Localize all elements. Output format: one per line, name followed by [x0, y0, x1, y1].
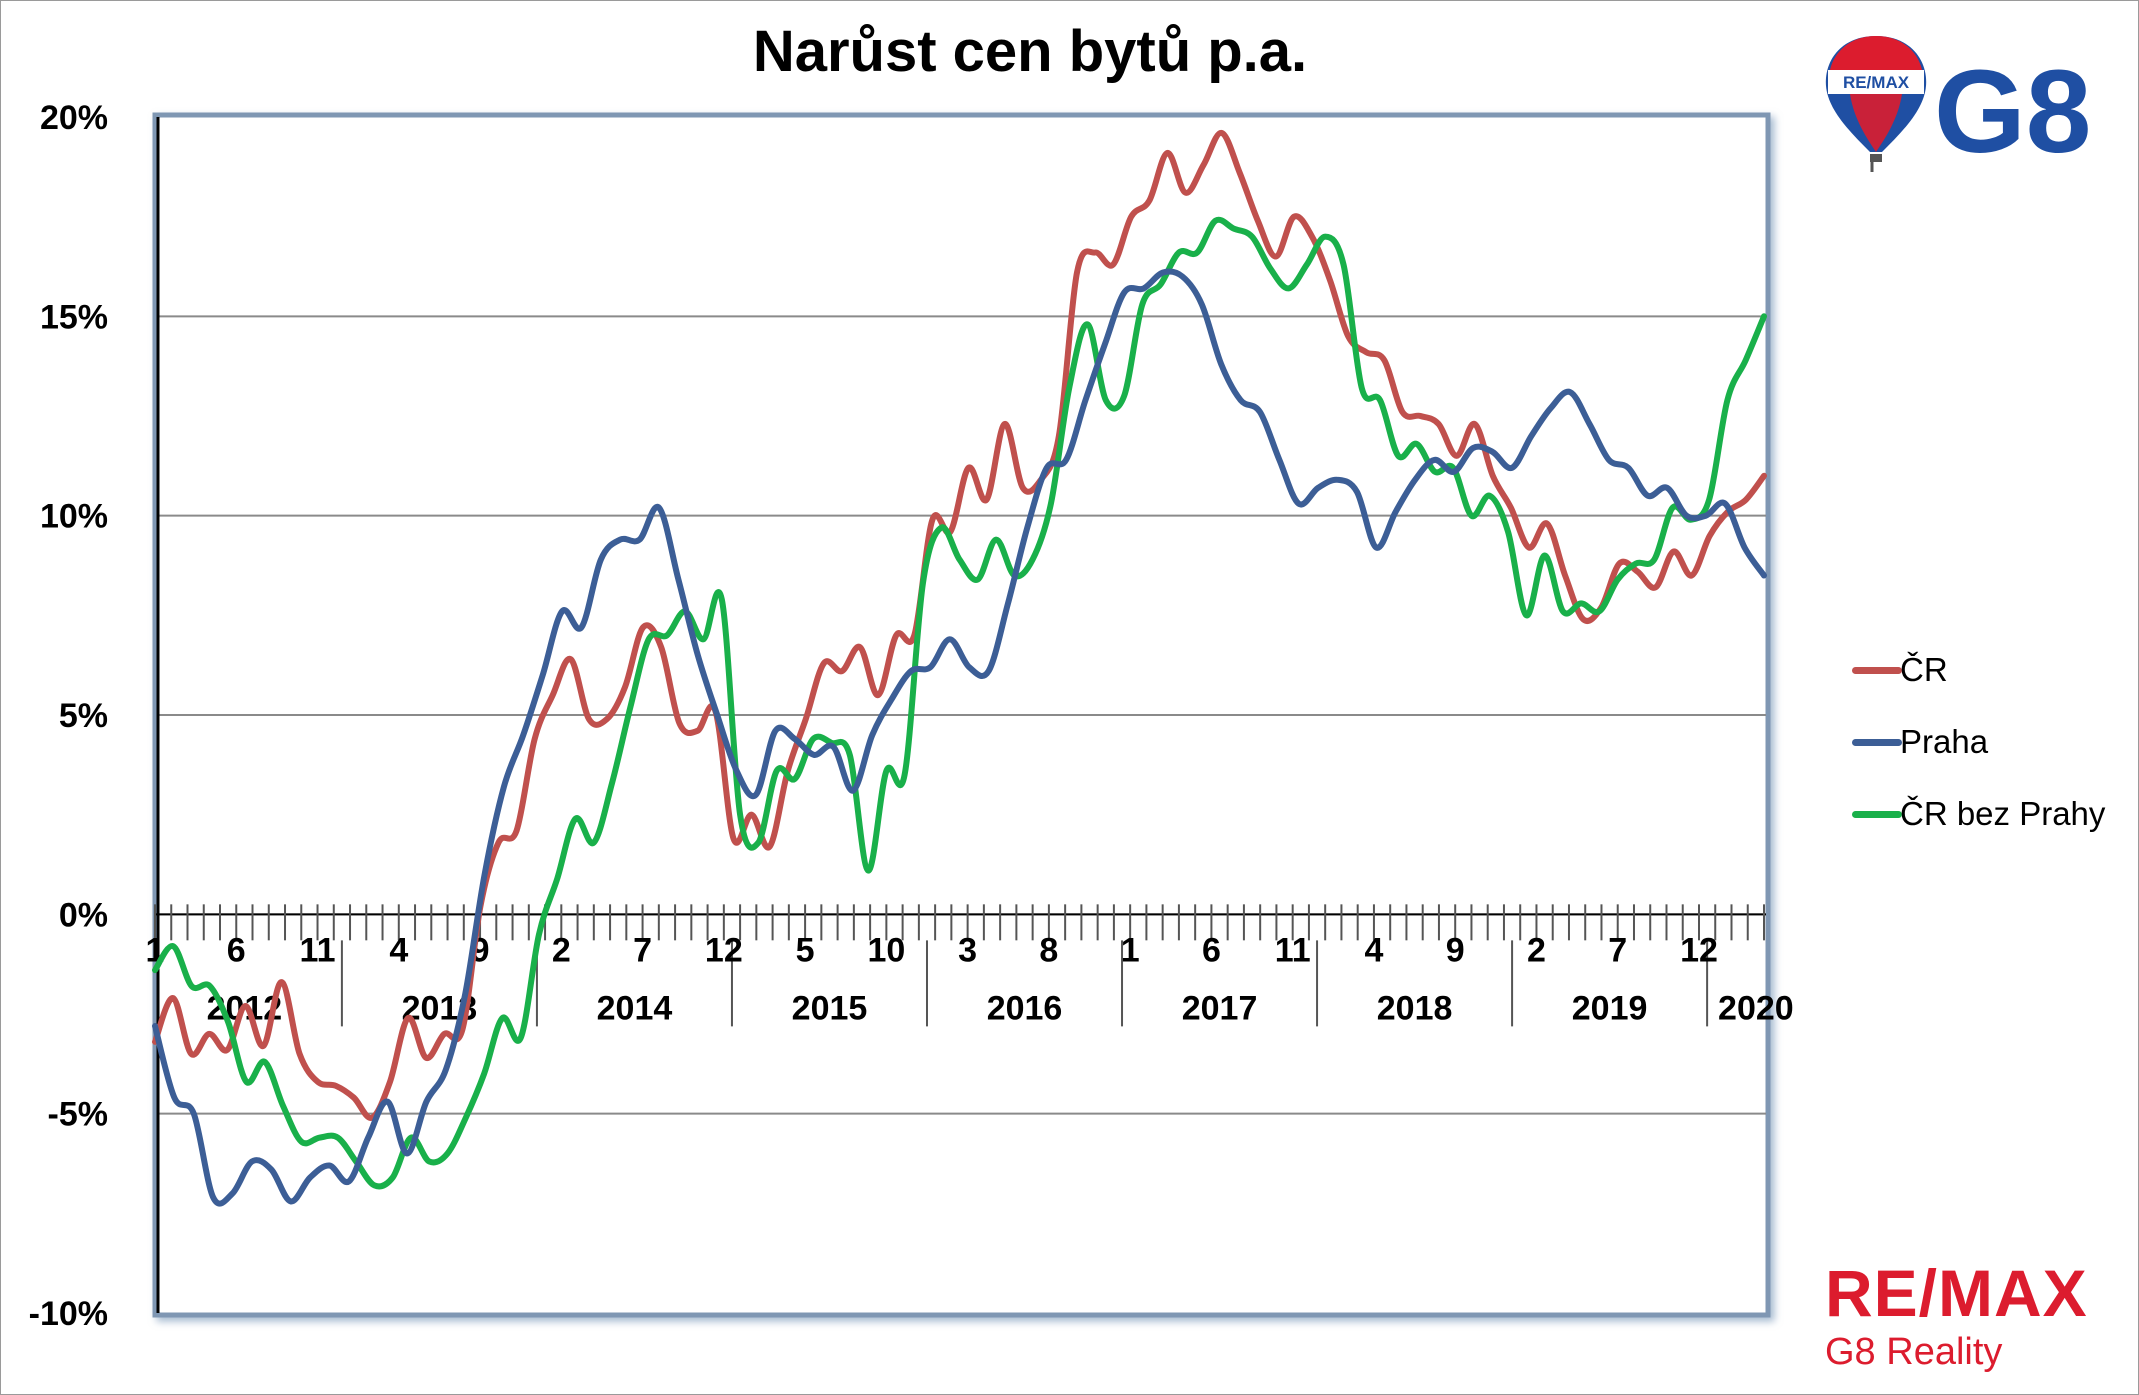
- chart-title: Narůst cen bytů p.a.: [752, 19, 1308, 84]
- balloon-band-text: RE/MAX: [1843, 73, 1910, 92]
- x-month-tick-label: 12: [1680, 931, 1718, 969]
- x-month-tick-label: 2: [1527, 931, 1546, 969]
- x-month-tick-label: 4: [389, 931, 408, 969]
- x-month-tick-label: 3: [958, 931, 977, 969]
- x-month-tick-label: 1: [1121, 931, 1140, 969]
- y-tick-label: -5%: [48, 1096, 108, 1134]
- x-month-tick-label: 4: [1364, 931, 1383, 969]
- y-tick-label: 10%: [40, 498, 108, 536]
- x-month-tick-label: 8: [1039, 931, 1058, 969]
- y-tick-label: -10%: [29, 1295, 108, 1333]
- balloon-icon: RE/MAX: [1825, 36, 1927, 172]
- legend-label: ČR bez Prahy: [1900, 795, 2106, 832]
- x-month-tick-label: 11: [1275, 931, 1311, 969]
- legend-swatch: [1852, 811, 1902, 818]
- remax-g8-reality-brand: RE/MAX G8 Reality: [1820, 1255, 2120, 1375]
- series-line-cr-bez-prahy: [152, 216, 1767, 1190]
- legend-swatch: [1852, 667, 1902, 674]
- x-month-tick-label: 7: [1608, 931, 1627, 969]
- x-month-tick-label: 7: [633, 931, 652, 969]
- g8-reality-text: G8 Reality: [1825, 1331, 2003, 1373]
- y-axis-ticks: 20% 15% 10% 5% 0% -5% -10%: [29, 99, 108, 1333]
- x-month-tick-label: 12: [705, 931, 743, 969]
- x-month-tick-label: 10: [867, 931, 905, 969]
- legend-swatch: [1852, 739, 1902, 746]
- remax-wordmark: RE/MAX: [1825, 1256, 2088, 1330]
- x-month-tick-label: 11: [300, 931, 336, 969]
- x-month-tick-label: 6: [1202, 931, 1221, 969]
- x-month-tick-label: 6: [227, 931, 246, 969]
- x-month-tick-label: 5: [796, 931, 815, 969]
- x-year-label: 2014: [597, 989, 673, 1027]
- series-line-praha: [152, 268, 1767, 1207]
- x-year-label: 2018: [1377, 989, 1453, 1027]
- legend-label: ČR: [1900, 651, 1948, 688]
- y-tick-label: 20%: [40, 99, 108, 137]
- g8-logo-text: G8: [1934, 46, 2091, 178]
- x-year-label: 2017: [1182, 989, 1258, 1027]
- x-month-tick-label: 2: [552, 931, 571, 969]
- series-lines: [152, 129, 1767, 1207]
- x-year-label: 2020: [1718, 989, 1794, 1027]
- x-year-label: 2015: [792, 989, 868, 1027]
- y-tick-label: 0%: [59, 896, 108, 934]
- legend-item: ČR bez Prahy: [1852, 794, 2139, 834]
- remax-g8-logo: RE/MAX G8: [1820, 30, 2120, 190]
- legend-label: Praha: [1900, 723, 1989, 760]
- x-month-tick-label: 9: [1446, 931, 1465, 969]
- legend-item: ČR: [1852, 650, 2139, 690]
- x-year-label: 2019: [1572, 989, 1648, 1027]
- x-year-label: 2016: [987, 989, 1063, 1027]
- y-tick-label: 15%: [40, 298, 108, 336]
- y-tick-label: 5%: [59, 697, 108, 735]
- legend-item: Praha: [1852, 722, 2139, 762]
